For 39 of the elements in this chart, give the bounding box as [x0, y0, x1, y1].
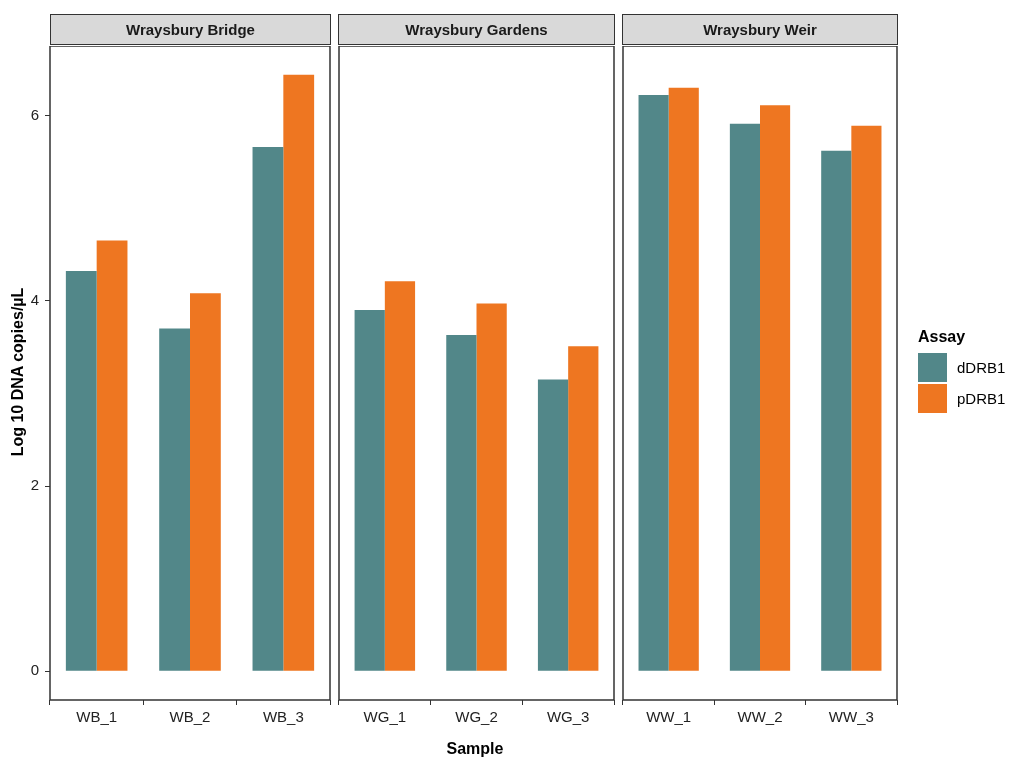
x-tick-label: WB_1	[76, 708, 118, 726]
x-tick-label: WB_3	[262, 708, 304, 726]
bar	[476, 303, 507, 671]
x-tick-label: WW_1	[646, 708, 692, 726]
bar	[729, 123, 760, 671]
chart-title: Wraysbury Gardens	[338, 14, 615, 45]
bar	[252, 146, 284, 671]
y-tick-label: 6	[30, 105, 39, 123]
bar	[821, 150, 852, 671]
x-tick-label: WG_2	[455, 708, 498, 726]
bar	[354, 310, 385, 671]
y-tick-label: 0	[30, 661, 39, 679]
bar	[638, 95, 669, 671]
bar	[159, 328, 190, 671]
bar	[537, 379, 569, 671]
bar	[668, 87, 699, 671]
y-tick-label: 4	[30, 290, 39, 308]
bar	[851, 125, 882, 671]
chart-title: Wraysbury Bridge	[50, 14, 331, 45]
legend-label: dDRB1	[957, 359, 1006, 376]
bar	[760, 105, 791, 671]
chart-title: Wraysbury Weir	[622, 14, 898, 45]
bar	[65, 271, 97, 671]
bar	[190, 293, 221, 671]
legend-title: Assay	[918, 328, 967, 346]
x-tick-label: WG_1	[363, 708, 407, 726]
bar	[446, 335, 477, 671]
x-tick-label: WG_3	[546, 708, 590, 726]
legend-label: pDRB1	[957, 390, 1006, 407]
x-axis-title: Sample	[446, 740, 504, 758]
y-tick-label: 2	[30, 476, 39, 494]
bar	[283, 74, 315, 671]
bar	[384, 281, 416, 671]
bar	[568, 346, 599, 671]
x-tick-label: WW_2	[737, 708, 783, 726]
y-axis-title: Log 10 DNA copies/µL	[9, 287, 27, 457]
x-tick-label: WB_2	[169, 708, 211, 726]
bar	[96, 240, 128, 671]
x-tick-label: WW_3	[828, 708, 874, 726]
